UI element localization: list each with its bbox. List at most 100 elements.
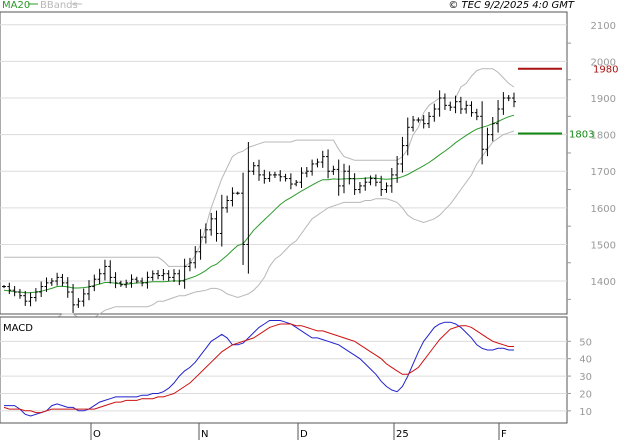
bb-upper-line	[4, 68, 515, 267]
ohlc-bar	[225, 195, 230, 213]
ohlc-bar	[432, 103, 437, 122]
macd-tick-label: 40	[579, 355, 592, 366]
ohlc-bar	[161, 268, 166, 281]
ohlc-bar	[2, 285, 6, 289]
ohlc-bar	[427, 111, 431, 129]
ohlc-bar	[108, 260, 113, 284]
ohlc-bar	[166, 270, 171, 281]
ohlc-bar	[458, 96, 463, 114]
ohlc-bar	[294, 180, 299, 187]
ohlc-bar	[23, 290, 28, 306]
macd-tick-label: 10	[579, 407, 592, 418]
ohlc-bar	[310, 159, 315, 176]
ohlc-bar	[97, 268, 102, 285]
ohlc-bar	[405, 117, 410, 156]
ohlc-bars	[2, 90, 516, 313]
ohlc-bar	[92, 274, 97, 292]
ohlc-bar	[124, 279, 129, 288]
time-tick-label: F	[501, 429, 507, 440]
ohlc-bar	[352, 173, 357, 195]
ohlc-bar	[28, 292, 33, 307]
ohlc-bar	[464, 100, 469, 114]
ohlc-bar	[363, 177, 368, 191]
price-gridlines	[0, 24, 567, 282]
ohlc-bar	[230, 187, 235, 207]
ohlc-bar	[421, 115, 426, 129]
ohlc-bar	[246, 142, 251, 274]
ohlc-bar	[442, 93, 447, 110]
ohlc-bar	[81, 288, 86, 307]
ohlc-bar	[315, 158, 320, 168]
time-tick-label: D	[300, 429, 308, 440]
ohlc-bar	[49, 278, 54, 286]
ohlc-bar	[320, 150, 325, 168]
ohlc-bar	[437, 90, 442, 117]
macd-tick-label: 30	[579, 372, 592, 383]
price-tick-label: 1400	[591, 277, 616, 288]
ohlc-bar	[219, 194, 224, 247]
ohlc-bar	[39, 281, 44, 298]
ohlc-bar	[288, 173, 293, 190]
time-tick-label: 25	[396, 429, 409, 440]
legend-bbands-label: BBands	[40, 0, 78, 11]
ohlc-bar	[453, 95, 458, 114]
ohlc-bar	[156, 270, 161, 280]
ohlc-bar	[373, 174, 378, 187]
ohlc-bar	[129, 274, 134, 288]
price-axis-labels: 2100 2000 1900 1800 1700 1600 1500 1400	[567, 21, 616, 300]
price-tick-label: 1800	[591, 131, 616, 142]
ohlc-bar	[113, 272, 118, 289]
ohlc-bar	[203, 223, 208, 244]
ohlc-bar	[490, 116, 495, 142]
ohlc-bar	[501, 92, 506, 115]
time-tick-label: O	[93, 429, 101, 440]
ohlc-bar	[140, 277, 145, 287]
price-levels: 1980 1803	[518, 65, 618, 141]
ohlc-bar	[368, 175, 373, 186]
ohlc-bar	[448, 101, 453, 111]
ohlc-bar	[257, 159, 261, 181]
ohlc-bar	[395, 155, 400, 183]
time-tick-label: N	[201, 429, 208, 440]
ohlc-bar	[342, 163, 346, 194]
ohlc-bar	[485, 127, 490, 157]
price-tick-label: 2000	[591, 57, 616, 68]
macd-tick-label: 50	[579, 337, 592, 348]
ohlc-bar	[118, 280, 123, 287]
ohlc-bar	[102, 259, 107, 281]
ohlc-bar	[214, 210, 219, 242]
ohlc-bar	[65, 277, 70, 298]
price-panel: 1980 1803 2100 2000 1900 1800 1700 1600 1500 140…	[0, 11, 618, 320]
ohlc-bar	[145, 271, 150, 289]
ohlc-bar	[150, 270, 155, 281]
price-tick-label: 1900	[591, 94, 616, 105]
macd-gridlines	[0, 340, 567, 412]
ohlc-bar	[262, 169, 267, 184]
ohlc-bar	[336, 159, 341, 196]
legend-ma20-label: MA20	[2, 0, 30, 11]
macd-title: MACD	[3, 323, 33, 334]
ohlc-bar	[60, 273, 65, 287]
ohlc-bar	[278, 170, 283, 182]
signal-line	[3, 323, 514, 414]
ohlc-bar	[198, 229, 203, 260]
ohlc-bar	[474, 108, 479, 121]
ohlc-bar	[480, 101, 485, 165]
ohlc-bar	[411, 115, 416, 132]
ohlc-bar	[55, 272, 60, 286]
ohlc-bar	[182, 258, 187, 289]
ohlc-bar	[272, 171, 277, 178]
macd-axis-labels: 50 40 30 20 10	[567, 337, 592, 418]
ohlc-bar	[267, 171, 272, 182]
ohlc-bar	[400, 136, 405, 173]
ohlc-bar	[33, 288, 38, 302]
ohlc-bar	[177, 269, 182, 286]
ohlc-bar	[304, 167, 309, 178]
ohlc-bar	[357, 182, 362, 194]
ohlc-bar	[187, 257, 192, 272]
time-axis: O N D 25 F	[0, 422, 567, 440]
ohlc-bar	[389, 167, 394, 193]
ohlc-bar	[331, 165, 336, 175]
macd-tick-label: 20	[579, 389, 592, 400]
